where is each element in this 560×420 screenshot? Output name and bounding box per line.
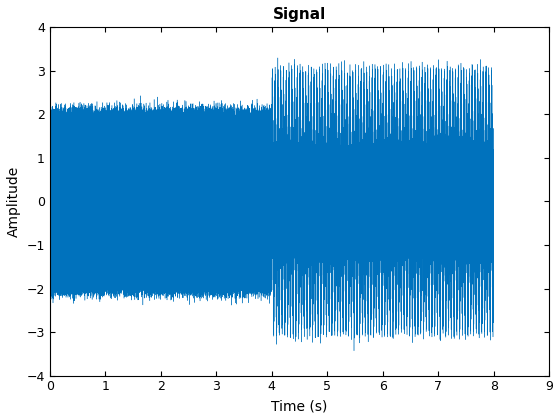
Y-axis label: Amplitude: Amplitude	[7, 166, 21, 237]
Title: Signal: Signal	[273, 7, 326, 22]
X-axis label: Time (s): Time (s)	[271, 399, 328, 413]
